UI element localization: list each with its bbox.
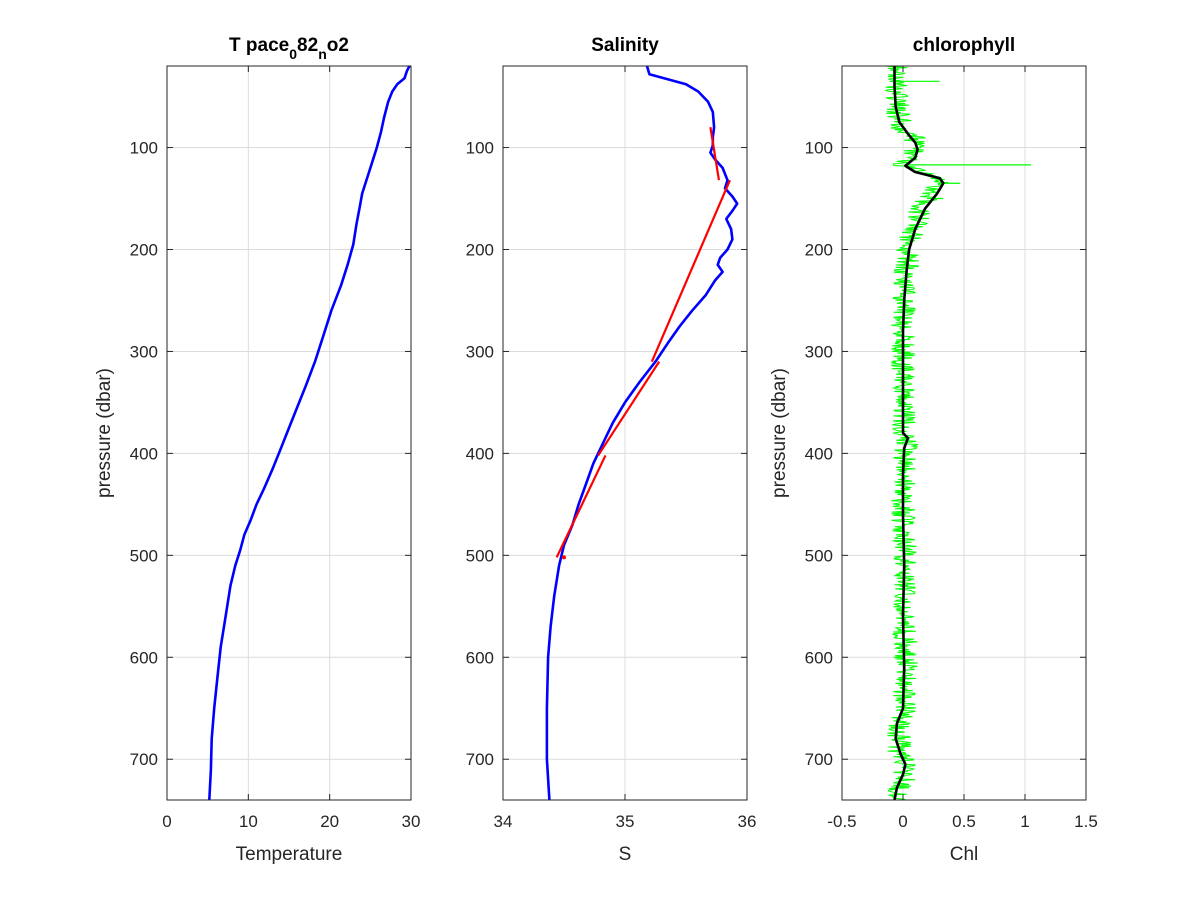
chart-title-part: 82 (297, 35, 318, 56)
series-2-mark (597, 361, 661, 457)
y-tick-label: 300 (466, 342, 494, 361)
x-tick-label: 36 (738, 812, 757, 831)
series-2-mark (562, 555, 566, 560)
x-tick-label: -0.5 (827, 812, 856, 831)
x-axis-label: Temperature (236, 844, 343, 865)
y-tick-label: 400 (130, 444, 158, 463)
chart-title-part: T pace (229, 35, 289, 56)
y-tick-label: 600 (466, 648, 494, 667)
plot-area (167, 66, 411, 800)
series-1-noise (884, 66, 949, 800)
y-tick-label: 500 (805, 546, 833, 565)
series-2-mark (709, 126, 721, 181)
y-tick-label: 300 (130, 342, 158, 361)
y-tick-label: 400 (805, 444, 833, 463)
chart-title: Salinity (591, 35, 659, 56)
y-tick-label: 100 (466, 139, 494, 158)
series-group (545, 66, 739, 800)
x-tick-label: 30 (402, 812, 421, 831)
series-2-mark (555, 454, 607, 558)
x-tick-label: 0.5 (952, 812, 976, 831)
y-tick-label: 100 (130, 139, 158, 158)
x-tick-label: 1 (1020, 812, 1029, 831)
chart-title-part: 0 (289, 46, 297, 62)
y-tick-label: 600 (130, 648, 158, 667)
x-tick-label: 1.5 (1074, 812, 1098, 831)
y-tick-label: 200 (130, 241, 158, 260)
y-tick-label: 400 (466, 444, 494, 463)
chart-title-part: n (318, 46, 327, 62)
chart-title: chlorophyll (913, 35, 1015, 56)
y-tick-label: 600 (805, 648, 833, 667)
x-tick-label: 0 (898, 812, 907, 831)
axes-box (166, 65, 412, 801)
y-tick-label: 700 (805, 750, 833, 769)
series-2-line (893, 66, 945, 800)
y-axis-label: pressure (dbar) (769, 368, 790, 498)
x-tick-label: 34 (494, 812, 513, 831)
x-tick-label: 0 (162, 812, 171, 831)
y-tick-label: 700 (130, 750, 158, 769)
series-2-mark (650, 179, 731, 363)
series-group (884, 66, 1032, 800)
x-axis-label: Chl (950, 844, 979, 865)
y-tick-label: 200 (466, 241, 494, 260)
series-group (208, 66, 411, 800)
y-tick-label: 300 (805, 342, 833, 361)
panel-3: -0.5 0 0.5 1 1.5 100 200 300 400 500 600 700 Chl pres… (769, 35, 1098, 865)
series-1-line (208, 66, 411, 800)
y-axis-label: pressure (dbar) (94, 368, 115, 498)
chart-title: T pace082no2 (229, 35, 349, 62)
x-tick-label: 10 (239, 812, 258, 831)
x-tick-label: 20 (320, 812, 339, 831)
y-tick-label: 200 (805, 241, 833, 260)
x-axis-label: S (619, 844, 632, 865)
panel-1: 0 10 20 30 100 200 300 400 500 600 700 Temperature p… (94, 35, 420, 865)
y-tick-label: 500 (466, 546, 494, 565)
y-tick-label: 700 (466, 750, 494, 769)
chart-title-part: o2 (327, 35, 349, 56)
panel-2: 34 35 36 100 200 300 400 500 600 700 S Salinity (466, 35, 757, 865)
x-tick-label: 35 (616, 812, 635, 831)
y-tick-label: 100 (805, 139, 833, 158)
y-tick-label: 500 (130, 546, 158, 565)
